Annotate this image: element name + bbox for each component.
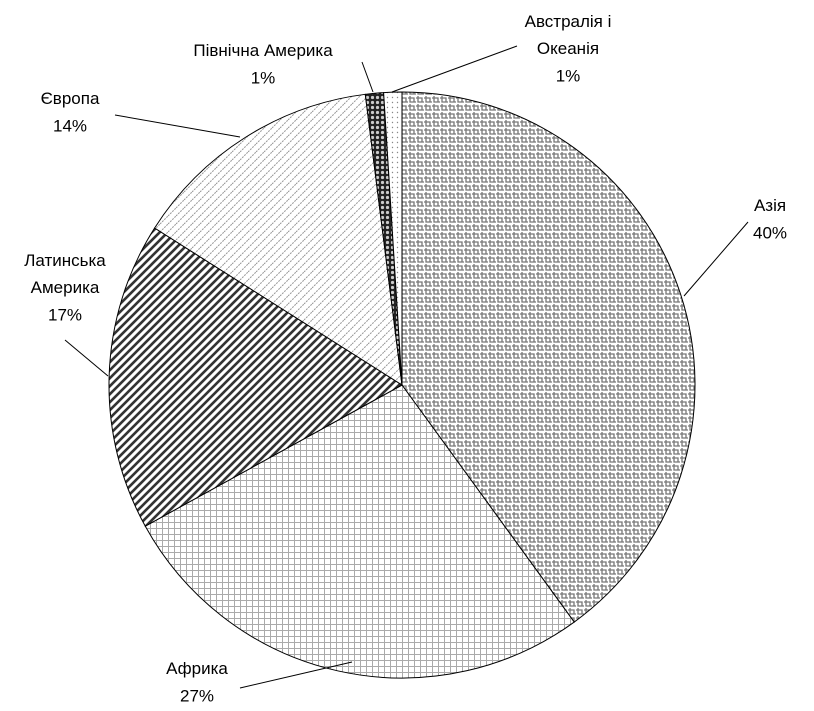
category-label: Латинська Америка <box>24 251 106 297</box>
pie-slice <box>144 384 575 679</box>
category-label: Африка <box>166 659 228 678</box>
pie-slice <box>108 227 403 527</box>
leader-line <box>239 661 353 689</box>
leader-line <box>683 221 749 297</box>
value-label: 17% <box>48 305 82 324</box>
category-label-line: Австралія і <box>525 12 612 31</box>
category-label: Азія <box>754 196 786 215</box>
category-label: Європа <box>41 89 100 108</box>
category-label-line: Азія <box>754 196 786 215</box>
category-label-line: Північна Америка <box>193 41 333 60</box>
category-label-line: Африка <box>166 659 228 678</box>
value-label: 14% <box>53 116 87 135</box>
leader-line <box>361 61 374 93</box>
category-label-line: Океанія <box>537 39 599 58</box>
category-label: Північна Америка <box>193 41 333 60</box>
value-label: 1% <box>251 68 276 87</box>
category-label-line: Латинська <box>24 251 106 270</box>
category-label-line: Європа <box>41 89 100 108</box>
category-label: Австралія і Океанія <box>525 12 612 58</box>
value-label: 27% <box>180 686 214 705</box>
pie-slice <box>401 91 696 623</box>
category-label-line: Америка <box>31 278 100 297</box>
leader-line <box>114 114 241 138</box>
value-label: 1% <box>556 66 581 85</box>
leader-line <box>391 45 518 93</box>
value-label: 40% <box>753 223 787 242</box>
pie-slice <box>153 93 403 386</box>
leader-line <box>64 339 109 377</box>
